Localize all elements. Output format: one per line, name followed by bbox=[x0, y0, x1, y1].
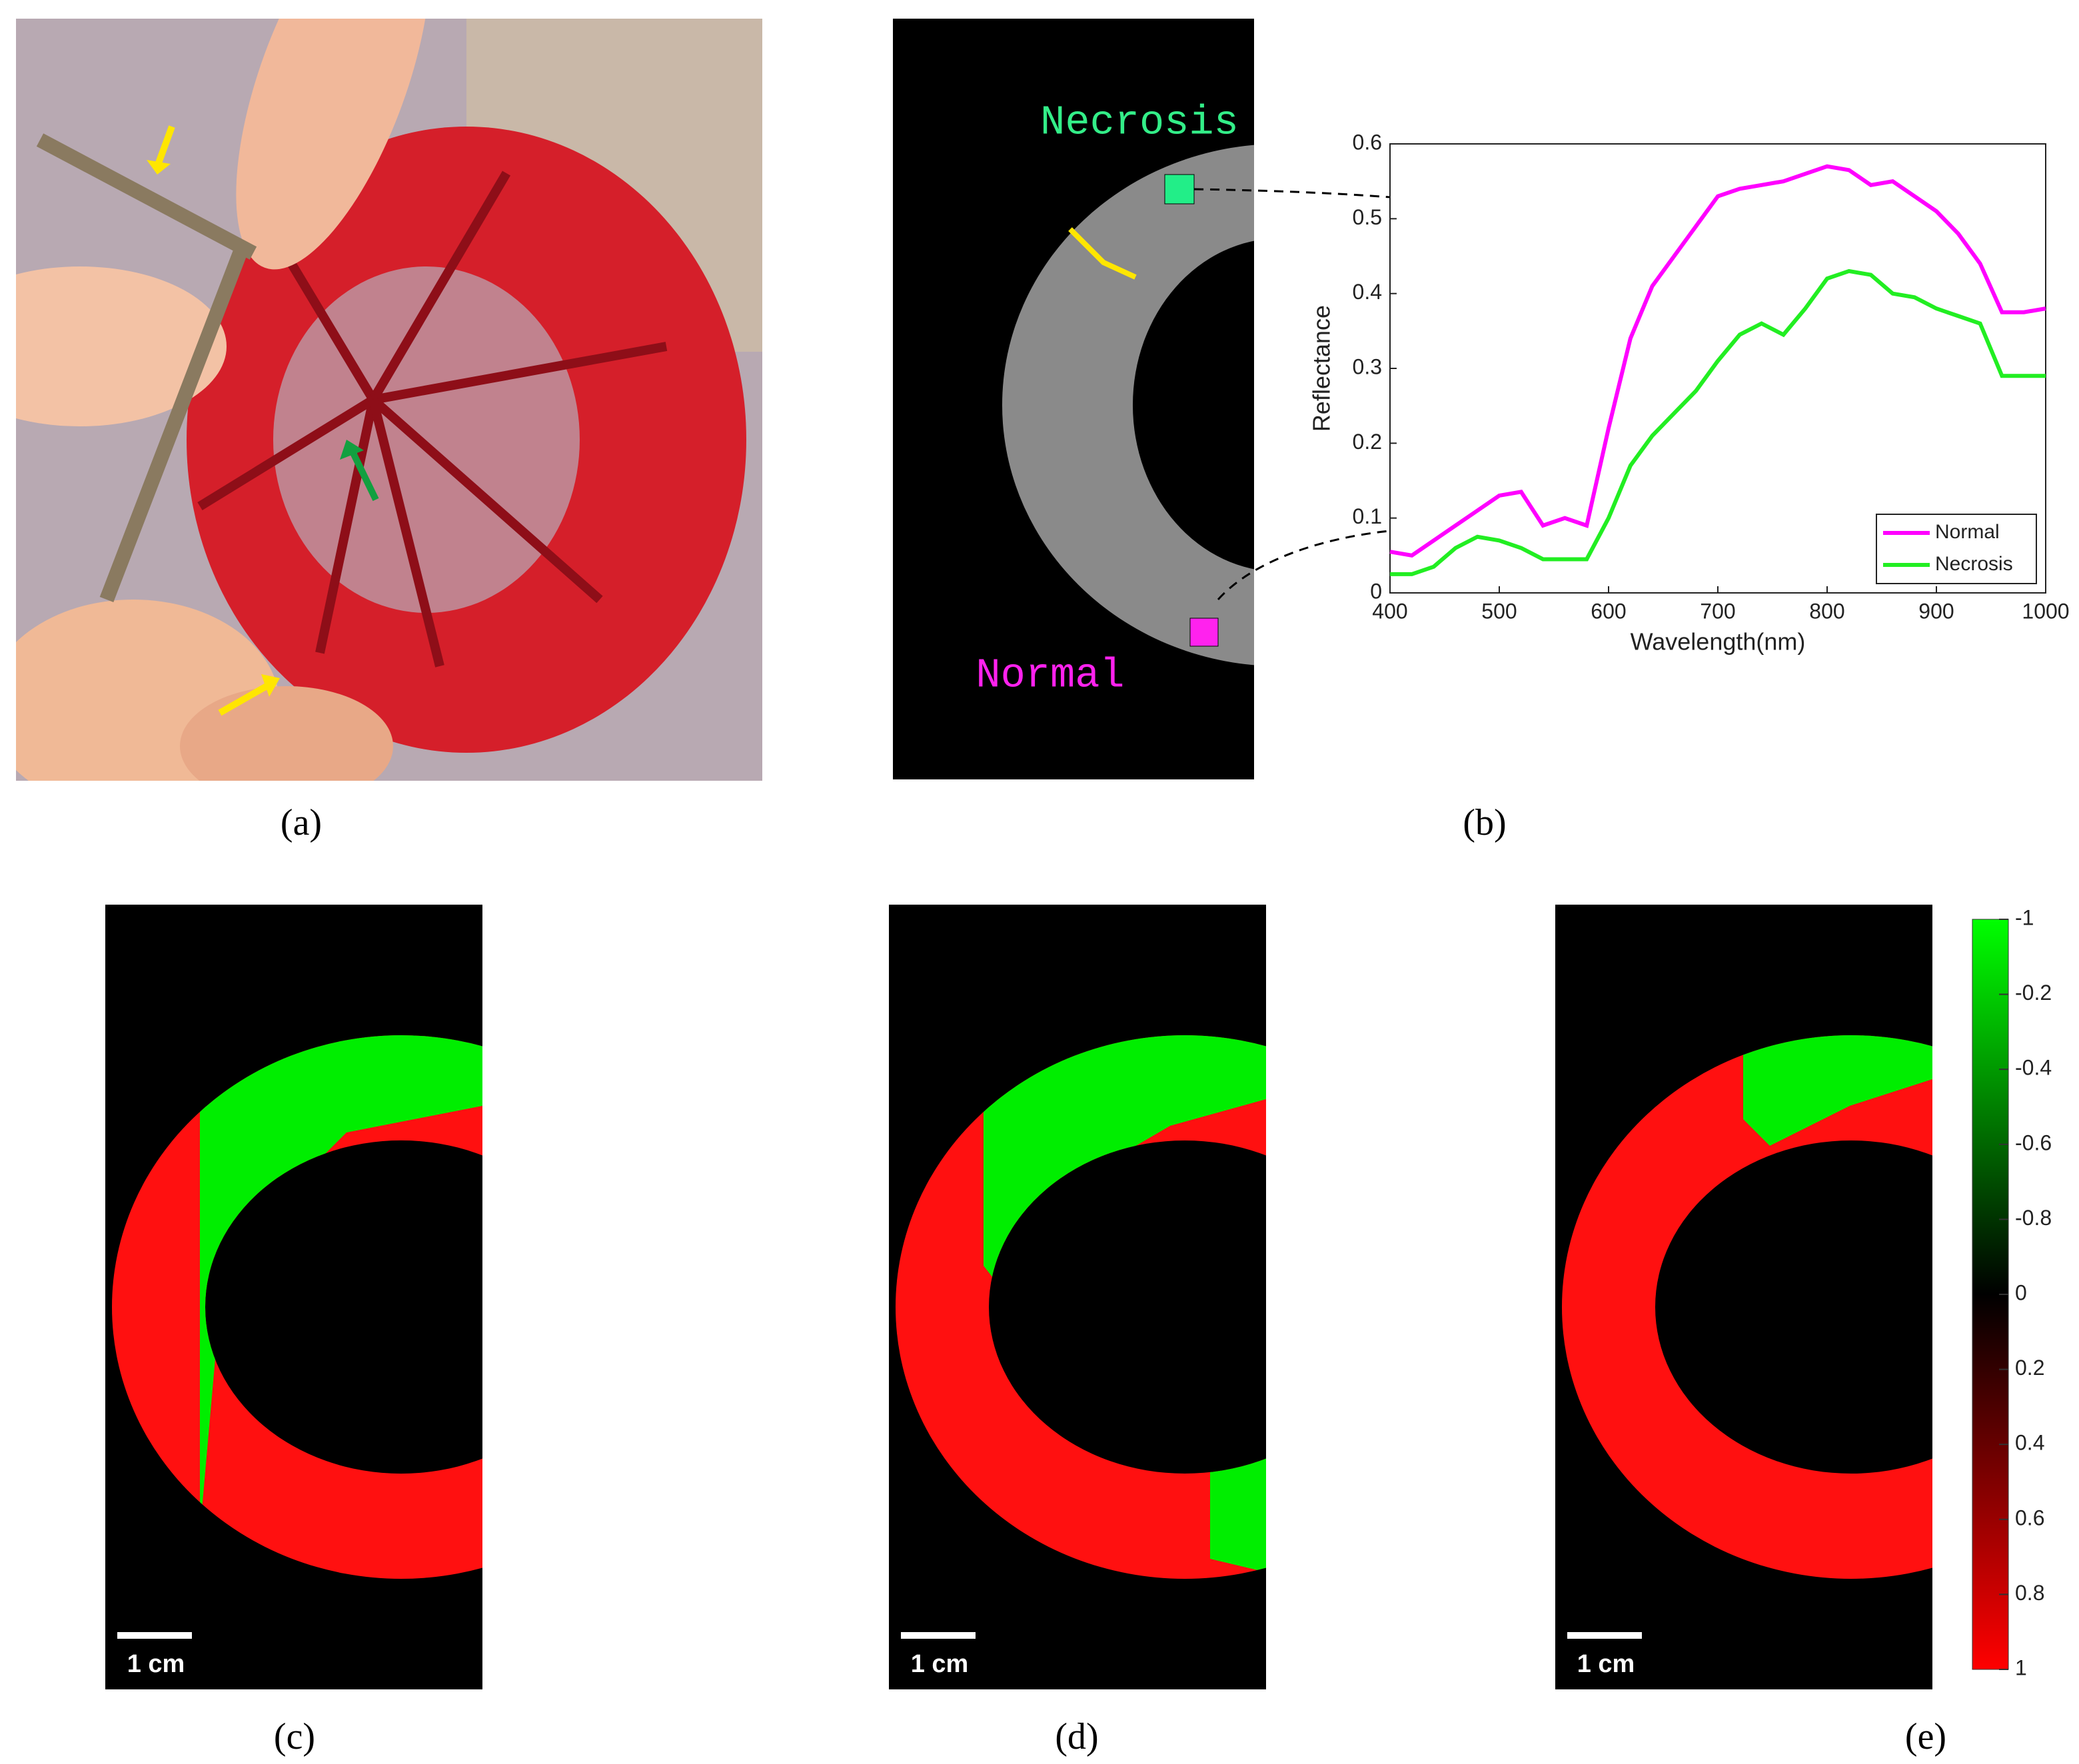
colorbar-label: 1 bbox=[2015, 1655, 2027, 1679]
colorbar-label: -1 bbox=[2015, 905, 2034, 929]
colorbar-label: -0.8 bbox=[2015, 1206, 2052, 1230]
series-line bbox=[1390, 268, 2046, 576]
x-tick-label: 800 bbox=[1809, 599, 1844, 623]
tissue-ring bbox=[1002, 145, 1254, 665]
x-tick-label: 700 bbox=[1700, 599, 1735, 623]
map bbox=[896, 1035, 1266, 1579]
panel-label: (b) bbox=[1463, 802, 1506, 843]
panel-label: (c) bbox=[274, 1716, 315, 1757]
colorbar-label: -0.4 bbox=[2015, 1056, 2052, 1080]
colorbar-label: 0 bbox=[2015, 1280, 2027, 1304]
colorbar-label: 0.2 bbox=[2015, 1356, 2044, 1380]
y-tick-label: 0.5 bbox=[1353, 205, 1382, 229]
x-tick-label: 400 bbox=[1372, 599, 1407, 623]
photo bbox=[16, 19, 762, 781]
normal-label: Normal bbox=[976, 652, 1124, 699]
colorbar bbox=[1972, 919, 2009, 1670]
normal-region bbox=[1562, 1035, 1932, 1579]
y-tick-label: 0 bbox=[1370, 579, 1382, 603]
normal-roi bbox=[1189, 618, 1219, 647]
necrosis-label: Necrosis bbox=[1040, 99, 1239, 146]
x-tick-label: 900 bbox=[1918, 599, 1954, 623]
scale-bar bbox=[117, 1632, 192, 1639]
legend bbox=[1876, 514, 2037, 584]
scale-bar-label: 1 cm bbox=[127, 1650, 185, 1678]
y-axis-label: Reflectance bbox=[1308, 305, 1335, 432]
series-line bbox=[1389, 164, 2046, 558]
panel-label: (e) bbox=[1905, 1716, 1946, 1757]
necrosis-region bbox=[200, 1035, 482, 1532]
scale-bar bbox=[901, 1632, 976, 1639]
y-tick-label: 0.6 bbox=[1353, 130, 1382, 154]
x-tick-label: 1000 bbox=[2022, 599, 2069, 623]
map bbox=[112, 1035, 482, 1579]
y-tick-label: 0.4 bbox=[1353, 280, 1382, 304]
x-axis-label: Wavelength(nm) bbox=[1631, 628, 1806, 656]
yellow-line bbox=[1068, 227, 1137, 280]
x-tick-label: 500 bbox=[1481, 599, 1517, 623]
colorbar-label: 0.6 bbox=[2015, 1506, 2044, 1530]
legend-label: Necrosis bbox=[1935, 553, 2013, 575]
panel-label: (d) bbox=[1055, 1716, 1098, 1757]
legend-label: Normal bbox=[1935, 521, 2000, 543]
scale-bar-label: 1 cm bbox=[1577, 1650, 1635, 1678]
y-tick-label: 0.3 bbox=[1353, 354, 1382, 378]
scale-bar-label: 1 cm bbox=[911, 1650, 969, 1678]
colorbar-label: -0.2 bbox=[2015, 981, 2052, 1005]
y-tick-label: 0.1 bbox=[1353, 504, 1382, 528]
x-tick-label: 600 bbox=[1591, 599, 1626, 623]
colorbar-label: 0.4 bbox=[2015, 1431, 2044, 1455]
panel-label: (a) bbox=[281, 802, 322, 843]
necrosis-region bbox=[984, 1035, 1266, 1572]
colorbar-label: -0.6 bbox=[2015, 1130, 2052, 1154]
necrosis-roi bbox=[1164, 174, 1195, 205]
scale-bar bbox=[1567, 1632, 1642, 1639]
y-tick-label: 0.2 bbox=[1353, 430, 1382, 454]
colorbar-label: 0.8 bbox=[2015, 1581, 2044, 1605]
